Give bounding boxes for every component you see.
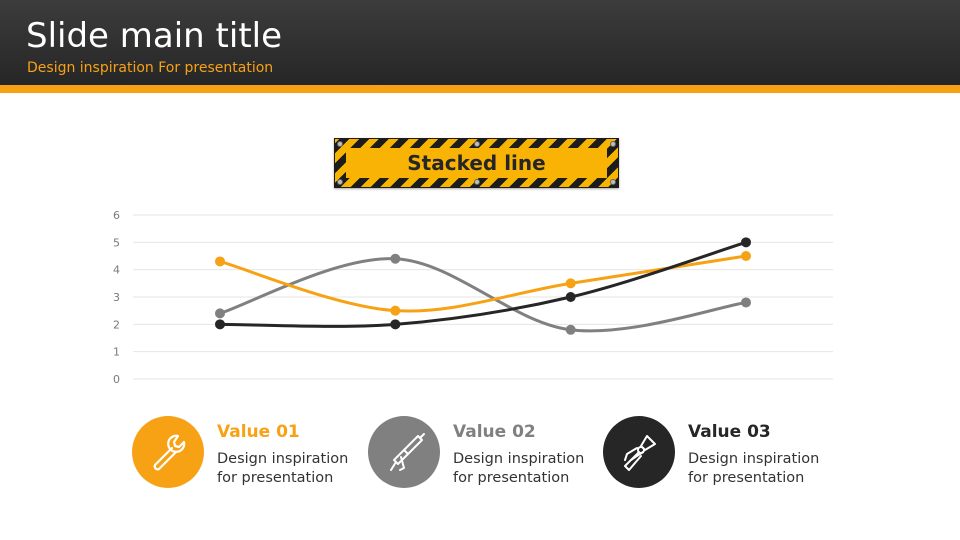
- bolt-icon: [610, 179, 616, 185]
- legend-desc-line: Design inspiration: [688, 451, 820, 467]
- y-tick-label: 1: [113, 346, 120, 359]
- data-point: [565, 292, 576, 302]
- legend-circle: [368, 416, 440, 488]
- wrench-icon: [153, 434, 186, 471]
- y-tick-label: 6: [113, 209, 120, 222]
- y-tick-label: 2: [113, 318, 120, 331]
- series-line: [218, 240, 748, 328]
- data-point: [215, 256, 225, 267]
- data-point: [565, 324, 576, 335]
- data-point: [390, 305, 401, 316]
- series-line: [218, 257, 748, 333]
- data-point: [565, 278, 576, 289]
- data-point: [215, 308, 225, 319]
- legend-item-value-01: Value 01 Design inspiration for presenta…: [132, 416, 362, 492]
- line-chart: 0 1 2 3 4 5 6: [113, 209, 833, 386]
- caulking-gun-icon: [390, 433, 425, 471]
- legend-desc-line: for presentation: [453, 470, 570, 486]
- legend-desc-line: for presentation: [217, 470, 334, 486]
- pliers-icon: [624, 435, 656, 471]
- data-point: [741, 251, 751, 261]
- legend-desc-line: Design inspiration: [453, 451, 585, 467]
- bolt-icon: [474, 141, 480, 147]
- bolt-icon: [474, 179, 480, 185]
- legend-description: Design inspiration for presentation: [688, 450, 833, 488]
- legend-description: Design inspiration for presentation: [453, 450, 598, 488]
- legend-title: Value 02: [453, 422, 536, 442]
- accent-bar: [0, 85, 960, 93]
- bolt-icon: [610, 141, 616, 147]
- y-tick-label: 4: [113, 264, 120, 277]
- data-point: [390, 319, 401, 330]
- header-band: Slide main title Design inspiration For …: [0, 0, 960, 85]
- data-point: [741, 297, 751, 308]
- legend-circle: [132, 416, 204, 488]
- bolt-icon: [337, 141, 343, 147]
- y-tick-label: 3: [113, 291, 120, 304]
- legend-item-value-02: Value 02 Design inspiration for presenta…: [368, 416, 598, 492]
- sign-plate: Stacked line: [346, 148, 607, 178]
- legend-circle: [603, 416, 675, 488]
- legend-description: Design inspiration for presentation: [217, 450, 362, 488]
- data-point: [741, 237, 751, 248]
- slide-subtitle: Design inspiration For presentation: [27, 60, 274, 76]
- y-tick-label: 0: [113, 373, 120, 386]
- hazard-sign: Stacked line: [334, 138, 619, 188]
- legend-title: Value 03: [688, 422, 771, 442]
- data-point: [215, 319, 225, 330]
- legend-desc-line: for presentation: [688, 470, 805, 486]
- data-point: [390, 253, 401, 264]
- legend-item-value-03: Value 03 Design inspiration for presenta…: [603, 416, 833, 492]
- legend-title: Value 01: [217, 422, 300, 442]
- chart-title: Stacked line: [407, 151, 546, 175]
- y-tick-label: 5: [113, 236, 120, 249]
- slide-title: Slide main title: [26, 16, 283, 56]
- legend-desc-line: Design inspiration: [217, 451, 349, 467]
- series-line: [218, 254, 748, 313]
- bolt-icon: [337, 179, 343, 185]
